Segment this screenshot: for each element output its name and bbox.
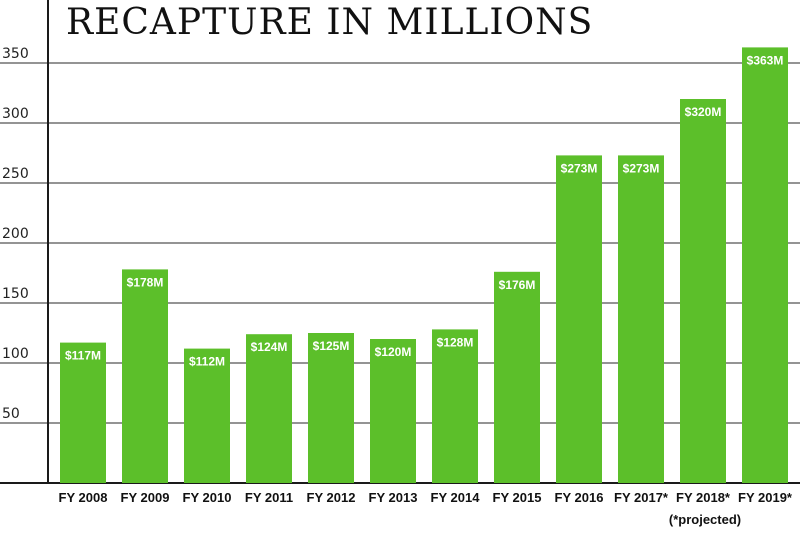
x-tick-label: FY 2013 — [369, 490, 418, 505]
projected-note: (*projected) — [668, 512, 742, 527]
bar-value-label: $128M — [437, 335, 474, 349]
bar-value-label: $120M — [375, 345, 412, 359]
x-tick-label: FY 2019* — [738, 490, 793, 505]
chart-title: RECAPTURE IN MILLIONS — [66, 2, 594, 43]
x-tick-label: FY 2014 — [431, 490, 481, 505]
bar — [246, 334, 292, 483]
bar — [60, 342, 106, 483]
y-tick-label: 150 — [2, 286, 29, 302]
bar — [618, 155, 664, 483]
bar-value-label: $125M — [313, 339, 350, 353]
x-tick-label: FY 2012 — [307, 490, 356, 505]
x-tick-label: FY 2010 — [183, 490, 232, 505]
bar-value-label: $273M — [623, 161, 660, 175]
bar-value-label: $363M — [747, 53, 784, 67]
bar-value-label: $124M — [251, 340, 288, 354]
x-tick-label: FY 2018* — [676, 490, 731, 505]
bar — [308, 333, 354, 483]
y-tick-label: 250 — [2, 166, 29, 182]
x-tick-label: FY 2008 — [59, 490, 108, 505]
bar — [556, 155, 602, 483]
y-tick-label: 350 — [2, 46, 29, 62]
y-tick-label: 50 — [2, 406, 20, 422]
bar-value-label: $176M — [499, 278, 536, 292]
bar-value-label: $178M — [127, 275, 164, 289]
x-tick-label: FY 2009 — [121, 490, 170, 505]
y-tick-label: 100 — [2, 346, 29, 362]
bar — [680, 99, 726, 483]
x-tick-label: FY 2015 — [493, 490, 542, 505]
y-tick-label: 300 — [2, 106, 29, 122]
bar — [742, 47, 788, 484]
bar-value-label: $117M — [65, 349, 101, 363]
x-tick-label: FY 2017* — [614, 490, 669, 505]
y-tick-label: 200 — [2, 226, 29, 242]
bar-value-label: $273M — [561, 161, 598, 175]
bar — [432, 329, 478, 483]
x-tick-label: FY 2016 — [555, 490, 604, 505]
bar — [122, 269, 168, 483]
bar — [184, 348, 230, 483]
bar — [370, 339, 416, 483]
x-tick-label: FY 2011 — [245, 490, 293, 505]
bar-value-label: $320M — [685, 105, 722, 119]
bar — [494, 271, 540, 483]
bar-value-label: $112M — [189, 355, 225, 369]
